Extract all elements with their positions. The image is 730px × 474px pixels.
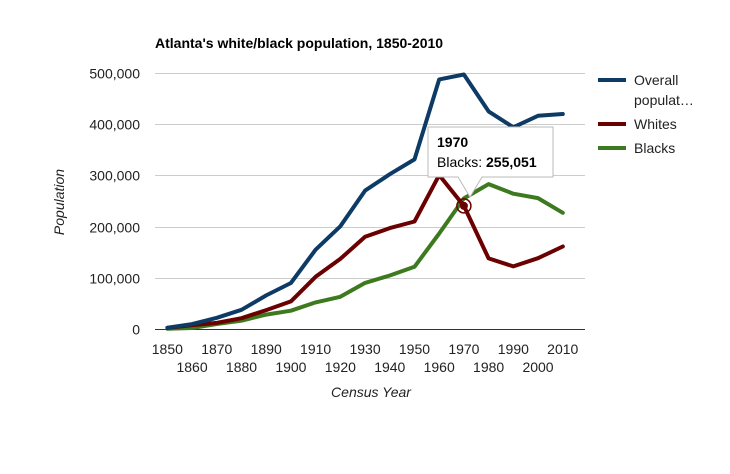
x-tick-label: 1900 xyxy=(275,359,306,375)
x-tick-label: 1850 xyxy=(152,341,183,357)
tooltip-title: 1970 xyxy=(437,134,468,150)
x-tick-label: 1910 xyxy=(300,341,331,357)
x-tick-label: 1880 xyxy=(226,359,257,375)
highlight-point xyxy=(459,201,468,210)
tooltip-value: 255,051 xyxy=(486,154,537,170)
y-tick-label: 500,000 xyxy=(89,66,140,82)
chart-title: Atlanta's white/black population, 1850-2… xyxy=(155,35,443,51)
x-tick-label: 1890 xyxy=(251,341,282,357)
y-tick-label: 0 xyxy=(132,322,140,338)
y-tick-label: 100,000 xyxy=(89,271,140,287)
tooltip: 1970 Blacks: 255,051 xyxy=(427,126,554,214)
series-line-whites xyxy=(165,173,565,330)
y-tick-label: 300,000 xyxy=(89,168,140,184)
x-axis-ticks: 1850 1870 1890 1910 1930 1950 1970 1990 2010 1860… xyxy=(152,341,579,375)
legend-label: Whites xyxy=(634,116,677,132)
x-tick-label: 1990 xyxy=(498,341,529,357)
x-tick-label: 1920 xyxy=(325,359,356,375)
x-tick-label: 1970 xyxy=(448,341,479,357)
x-axis-label: Census Year xyxy=(331,384,412,400)
tooltip-text: Blacks: 255,051 xyxy=(437,154,537,170)
x-tick-label: 1860 xyxy=(176,359,207,375)
x-tick-label: 1940 xyxy=(374,359,405,375)
legend-label: Overall xyxy=(634,72,678,88)
gridlines xyxy=(155,73,585,279)
highlight-ring xyxy=(456,198,472,214)
x-tick-label: 1960 xyxy=(424,359,455,375)
x-tick-label: 1930 xyxy=(349,341,380,357)
y-tick-label: 200,000 xyxy=(89,220,140,236)
series-line-overall-populat xyxy=(165,72,565,330)
tooltip-box xyxy=(427,126,554,198)
legend-label: populat… xyxy=(634,92,694,108)
tooltip-label: Blacks: xyxy=(437,154,486,170)
series-lines xyxy=(165,72,565,331)
legend: Overall populat… Whites Blacks xyxy=(598,72,694,156)
x-tick-label: 1980 xyxy=(473,359,504,375)
series-line-blacks xyxy=(165,182,565,331)
y-axis-ticks: 0 100,000 200,000 300,000 400,000 500,000 xyxy=(89,66,140,338)
x-tick-label: 2000 xyxy=(522,359,553,375)
y-axis-label: Population xyxy=(51,169,67,235)
x-tick-label: 2010 xyxy=(547,341,578,357)
x-tick-label: 1950 xyxy=(399,341,430,357)
legend-label: Blacks xyxy=(634,140,675,156)
y-tick-label: 400,000 xyxy=(89,117,140,133)
x-tick-label: 1870 xyxy=(201,341,232,357)
